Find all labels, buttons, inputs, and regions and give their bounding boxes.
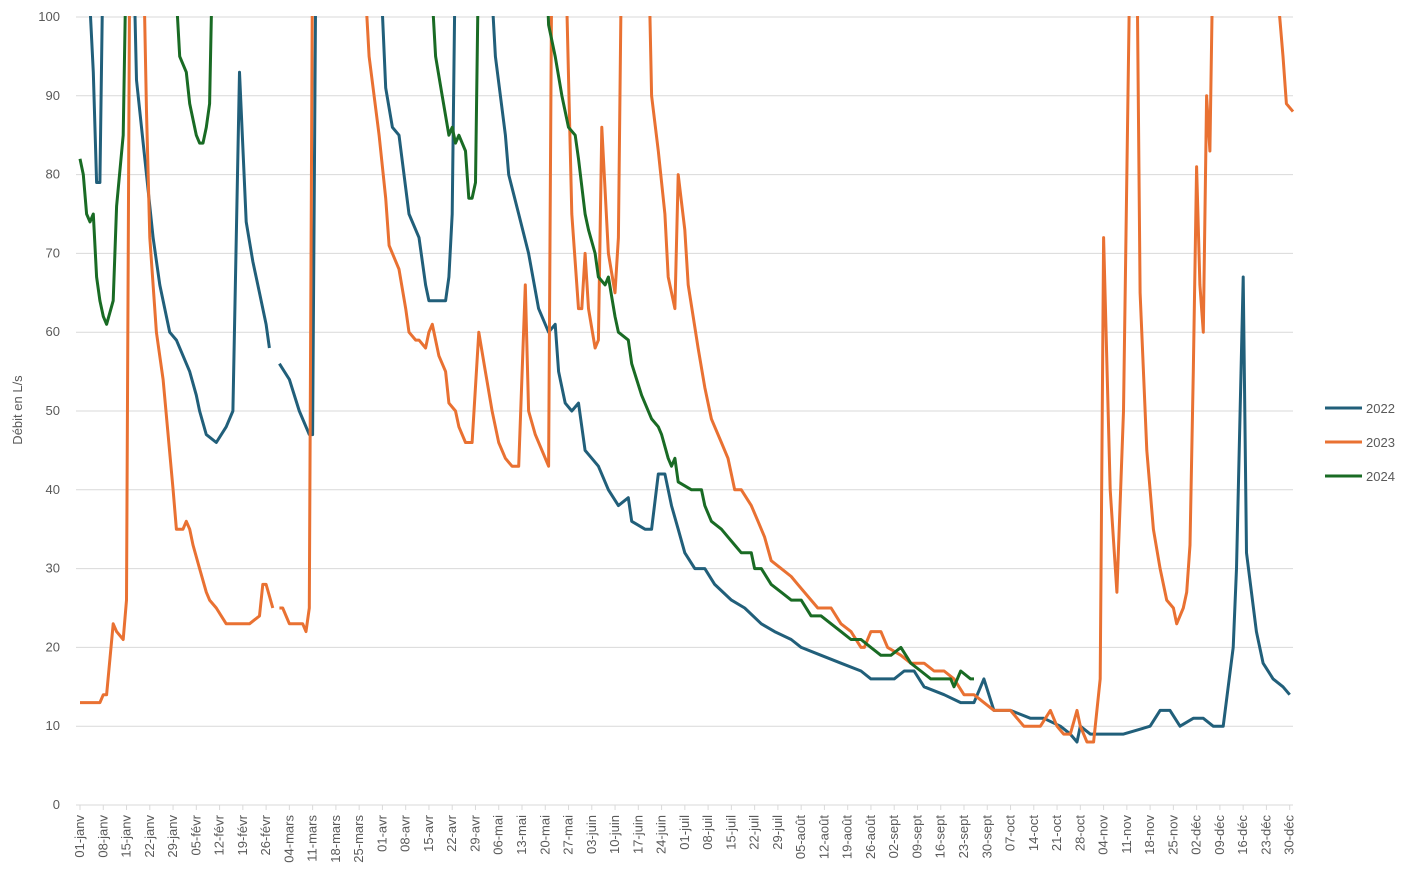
x-tick-label: 09-déc (1212, 815, 1227, 855)
y-axis-label: Débit en L/s (10, 375, 25, 445)
x-tick-label: 04-nov (1096, 815, 1111, 855)
x-tick-label: 14-oct (1026, 815, 1041, 852)
x-tick-label: 07-oct (1003, 815, 1018, 852)
x-tick-label: 30-déc (1282, 815, 1297, 855)
x-tick-label: 18-nov (1142, 815, 1157, 855)
x-tick-label: 18-mars (328, 815, 343, 863)
x-tick-label: 16-déc (1235, 815, 1250, 855)
x-tick-label: 08-janv (95, 815, 110, 858)
legend-label: 2022 (1366, 401, 1395, 416)
x-tick-label: 02-déc (1189, 815, 1204, 855)
x-tick-label: 29-avr (467, 814, 482, 852)
x-tick-label: 10-juin (607, 815, 622, 854)
series-line (78, 16, 974, 689)
x-tick-label: 26-févr (258, 814, 273, 855)
x-tick-label: 22-juil (747, 815, 762, 850)
x-tick-label: 25-mars (351, 815, 366, 863)
x-tick-label: 25-nov (1165, 815, 1180, 855)
x-tick-label: 29-juil (770, 815, 785, 850)
x-tick-label: 08-avr (398, 814, 413, 852)
x-tick-label: 24-juin (654, 815, 669, 854)
y-tick-label: 10 (46, 718, 60, 733)
x-tick-label: 19-août (840, 815, 855, 859)
x-tick-label: 04-mars (281, 815, 296, 863)
series-line (88, 16, 1291, 744)
y-tick-label: 80 (46, 167, 60, 182)
x-tick-label: 03-juin (584, 815, 599, 854)
x-tick-label: 01-avr (374, 814, 389, 852)
x-tick-label: 15-avr (421, 814, 436, 852)
x-tick-label: 16-sept (933, 815, 948, 859)
x-tick-label: 05-févr (188, 814, 203, 855)
x-tick-label: 13-mai (514, 815, 529, 855)
y-tick-label: 20 (46, 639, 60, 654)
x-tick-label: 06-mai (491, 815, 506, 855)
y-tick-label: 70 (46, 245, 60, 260)
x-tick-label: 30-sept (979, 815, 994, 859)
x-tick-label: 01-juil (677, 815, 692, 850)
x-tick-label: 08-juil (700, 815, 715, 850)
x-tick-label: 28-oct (1072, 815, 1087, 852)
x-tick-label: 12-août (816, 815, 831, 859)
y-tick-label: 30 (46, 561, 60, 576)
x-tick-label: 11-mars (305, 815, 320, 862)
legend-label: 2024 (1366, 469, 1395, 484)
series-line (80, 16, 1295, 744)
x-tick-label: 22-janv (142, 815, 157, 858)
x-tick-label: 23-déc (1258, 815, 1273, 855)
y-tick-label: 0 (53, 797, 60, 812)
x-tick-label: 26-août (863, 815, 878, 859)
x-tick-label: 11-nov (1119, 815, 1134, 854)
legend-label: 2023 (1366, 435, 1395, 450)
x-tick-label: 17-juin (630, 815, 645, 854)
y-tick-label: 50 (46, 403, 60, 418)
x-tick-label: 19-févr (235, 814, 250, 855)
x-tick-label: 23-sept (956, 815, 971, 859)
x-tick-label: 02-sept (886, 815, 901, 859)
x-tick-label: 05-août (793, 815, 808, 859)
y-tick-label: 90 (46, 88, 60, 103)
x-tick-label: 15-juil (723, 815, 738, 850)
x-tick-label: 09-sept (909, 815, 924, 859)
x-tick-label: 29-janv (165, 815, 180, 858)
y-tick-label: 40 (46, 482, 60, 497)
x-tick-label: 12-févr (212, 814, 227, 855)
y-tick-label: 60 (46, 324, 60, 339)
x-tick-label: 22-avr (444, 814, 459, 852)
x-tick-label: 01-janv (72, 815, 87, 858)
x-tick-label: 15-janv (119, 815, 134, 858)
x-tick-label: 20-mai (537, 815, 552, 855)
y-tick-label: 100 (38, 9, 60, 24)
x-tick-label: 21-oct (1049, 815, 1064, 852)
x-tick-label: 27-mai (561, 815, 576, 855)
